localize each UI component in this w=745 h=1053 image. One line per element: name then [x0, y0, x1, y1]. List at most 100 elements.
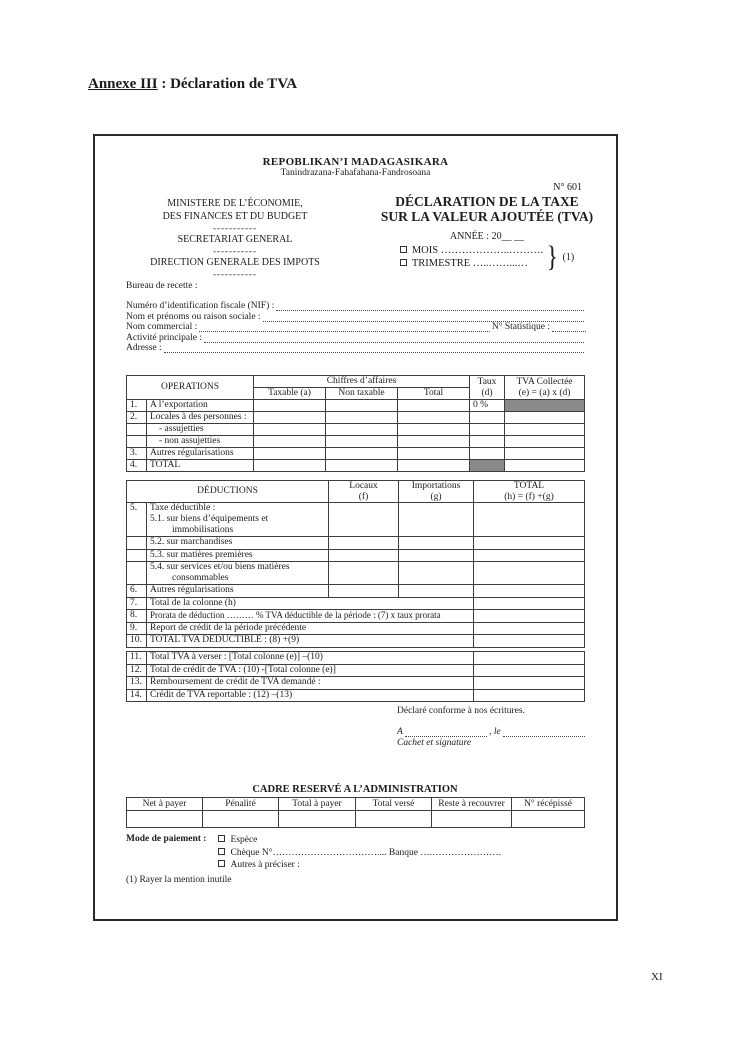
cheque-checkbox	[218, 847, 226, 855]
trimestre-option: TRIMESTRE …..……...…	[399, 257, 543, 270]
footnote-rayer-mention: (1) Rayer la mention inutile	[126, 874, 232, 885]
empty-cell	[253, 423, 326, 436]
row-label: Total de la colonne (h)	[145, 596, 475, 610]
annexe-rest: : Déclaration de TVA	[157, 76, 298, 92]
empty-cell	[473, 609, 586, 623]
row-number: 12.	[126, 663, 147, 677]
row-number: 2.	[126, 411, 147, 424]
page-title: Annexe III : Déclaration de TVA	[88, 76, 297, 93]
row-number: 13.	[126, 676, 147, 690]
empty-cell	[325, 459, 398, 472]
empty-cell	[504, 411, 586, 424]
deductions-header: DÉDUCTIONS	[125, 480, 330, 503]
espece-checkbox	[218, 835, 226, 842]
separator: -----------	[213, 269, 257, 279]
row-number: 8.	[126, 609, 147, 623]
table-row: 7. Total de la colonne (h)	[126, 596, 586, 610]
period-selector: MOIS ………………..………. TRIMESTRE …..……...… } …	[371, 240, 603, 273]
empty-cell	[469, 447, 506, 460]
table-row: 5.2. sur marchandises	[126, 536, 586, 550]
empty-cell	[398, 502, 475, 537]
admin-table: Net à payer Pénalité Total à payer Total…	[126, 797, 585, 828]
row-label: Prorata de déduction ……… % TVA déductibl…	[145, 609, 475, 623]
empty-cell	[473, 584, 586, 598]
empty-cell	[473, 676, 585, 690]
raison-sociale-label: Nom et prénoms ou raison sociale :	[126, 311, 261, 322]
nom-commercial-field: Nom commercial : N° Statistique :	[126, 322, 586, 333]
shaded-cell	[469, 459, 506, 472]
dotted-line	[163, 345, 584, 353]
separator: -----------	[213, 223, 257, 233]
table-row: 11. Total TVA à verser : [Total colonne …	[126, 651, 585, 665]
summary-table: 11. Total TVA à verser : [Total colonne …	[126, 651, 585, 702]
importations-header: Importations (g)	[398, 480, 475, 503]
raison-sociale-field: Nom et prénoms ou raison sociale :	[126, 311, 586, 322]
empty-cell	[253, 411, 326, 424]
dotted-line	[199, 324, 490, 333]
tva-collectee-header: TVA Collectée (e) = (a) x (d)	[504, 375, 586, 400]
dotted-line	[552, 324, 586, 333]
numero-statistique-label: N° Statistique :	[491, 322, 550, 333]
year-field: ANNÉE : 20__ __	[449, 231, 525, 242]
activite-label: Activité principale :	[126, 332, 202, 343]
dotted-line	[404, 729, 488, 737]
brace-glyph: }	[546, 240, 559, 273]
table-row: 13. Remboursement de crédit de TVA deman…	[126, 676, 585, 690]
taux-header: Taux (d)	[469, 375, 506, 400]
adresse-label: Adresse :	[126, 342, 162, 353]
secretariat-general: SECRETARIAT GENERAL	[177, 234, 293, 245]
empty-cell	[469, 435, 506, 448]
page-number: XI	[651, 971, 663, 983]
table-row: 5.3. sur matières premières	[126, 548, 586, 562]
annexe-label: Annexe III	[88, 76, 158, 92]
row-number: 4.	[126, 459, 147, 472]
empty-cell	[504, 435, 586, 448]
row-number	[126, 536, 147, 550]
empty-cell	[396, 399, 471, 412]
empty-cell	[202, 810, 279, 828]
cachet-signature-label: Cachet et signature	[397, 738, 472, 748]
empty-cell	[473, 651, 585, 665]
row-number: 9.	[126, 621, 147, 635]
espece-option: Espèce	[218, 834, 501, 847]
empty-cell	[396, 459, 471, 472]
empty-cell	[396, 435, 471, 448]
row-number: 3.	[126, 447, 147, 460]
row-label: - non assujetties	[146, 435, 254, 448]
empty-cell	[504, 423, 586, 436]
empty-cell	[396, 447, 471, 460]
nif-field: Numéro d’identification fiscale (NIF) :	[126, 301, 586, 312]
empty-cell	[473, 634, 586, 648]
declaration-header: DÉCLARATION DE LA TAXE SUR LA VALEUR AJO…	[371, 194, 603, 273]
table-row: - assujetties	[126, 423, 586, 436]
mois-checkbox	[399, 246, 407, 253]
empty-cell	[325, 435, 398, 448]
empty-cell	[473, 502, 586, 537]
national-motto: Tanindrazana-Fahafahana-Fandrosoana	[280, 168, 431, 178]
taux-value: 0 %	[469, 399, 506, 412]
empty-cell	[473, 596, 586, 610]
row-label: 5.4. sur services et/ou biens matières c…	[145, 561, 330, 585]
empty-cell	[325, 423, 398, 436]
empty-cell	[253, 435, 326, 448]
row-label: TOTAL	[146, 459, 254, 472]
empty-cell	[278, 810, 356, 828]
row-label: A l’exportation	[146, 399, 254, 412]
penalite-header: Pénalité	[202, 797, 279, 811]
identity-section: Numéro d’identification fiscale (NIF) : …	[126, 301, 586, 353]
row-label: Locales à des personnes :	[146, 411, 254, 424]
activite-field: Activité principale :	[126, 332, 586, 343]
row-label: TOTAL TVA DEDUCTIBLE : (8) +(9)	[145, 634, 475, 648]
empty-cell	[431, 810, 512, 828]
row-label: Taxe déductible : 5.1. sur biens d’équip…	[145, 502, 330, 537]
dotted-line	[262, 314, 584, 322]
republic-header: REPOBLIKAN’I MADAGASIKARA Tanindrazana-F…	[95, 156, 616, 178]
table-row: 8. Prorata de déduction ……… % TVA déduct…	[126, 609, 586, 623]
table-row: 9. Report de crédit de la période précéd…	[126, 621, 586, 635]
row-number: 11.	[126, 651, 147, 665]
non-taxable-header: Non taxable	[325, 387, 398, 400]
empty-cell	[473, 561, 586, 585]
ministry-line1: MINISTERE DE L’ÉCONOMIE,	[167, 198, 303, 209]
empty-cell	[328, 536, 400, 550]
